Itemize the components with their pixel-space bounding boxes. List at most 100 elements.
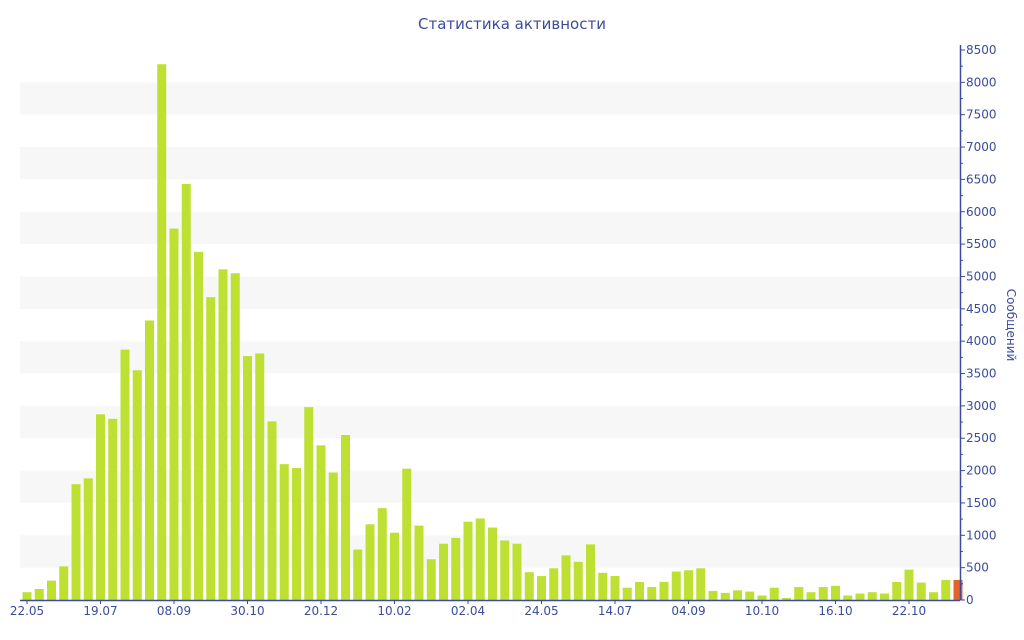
chart-title: Статистика активности [418, 15, 606, 33]
bar [414, 525, 424, 600]
bar [500, 540, 510, 600]
bar [782, 598, 791, 600]
bar [108, 418, 118, 600]
y-tick-label: 1000 [966, 528, 997, 542]
bar [880, 593, 889, 600]
y-tick-label: 7500 [966, 108, 997, 122]
bar [696, 568, 706, 600]
bar [365, 524, 375, 600]
x-tick-label: 20.12 [304, 604, 338, 618]
bar [426, 559, 436, 600]
bar [757, 595, 767, 600]
bar [794, 587, 804, 600]
bar [867, 592, 877, 600]
y-tick-label: 4500 [966, 302, 997, 316]
bar [96, 414, 105, 600]
bar [22, 592, 32, 600]
bar [353, 549, 363, 600]
y-tick-label: 8000 [966, 75, 997, 89]
bar [157, 64, 167, 600]
y-tick-label: 3000 [966, 399, 997, 413]
bar [598, 572, 608, 600]
grid-band [20, 82, 960, 115]
bar [59, 566, 69, 600]
bar [316, 445, 326, 600]
bar [941, 579, 951, 600]
bar [659, 581, 669, 600]
y-tick-label: 3500 [966, 367, 997, 381]
bar [561, 555, 571, 600]
bar [892, 581, 902, 600]
x-tick-label: 02.04 [451, 604, 485, 618]
bar [451, 537, 461, 600]
bar [243, 356, 252, 600]
bar [181, 183, 191, 601]
bar [279, 464, 289, 600]
bar [169, 228, 179, 600]
bar [806, 592, 816, 600]
x-tick-label: 10.10 [745, 604, 779, 618]
y-tick-label: 7000 [966, 140, 997, 154]
bar [916, 582, 926, 600]
x-tick-label: 24.05 [524, 604, 558, 618]
x-tick-label: 14.07 [598, 604, 632, 618]
bar [843, 595, 853, 600]
bar [120, 349, 130, 600]
bar [769, 587, 779, 600]
bar [953, 579, 963, 600]
bar [206, 297, 216, 600]
x-tick-label: 08.09 [157, 604, 191, 618]
bar [635, 581, 644, 600]
bar [255, 353, 265, 600]
y-tick-label: 6500 [966, 172, 997, 186]
bar [647, 587, 657, 600]
bar [475, 518, 485, 600]
bar [402, 468, 412, 600]
bar [745, 591, 755, 600]
bar [549, 568, 559, 600]
bar [622, 587, 632, 600]
bar [218, 269, 228, 600]
bar [194, 251, 203, 600]
bar [610, 576, 620, 600]
y-tick-label: 6000 [966, 205, 997, 219]
bar [855, 593, 865, 600]
x-tick-label: 10.02 [377, 604, 411, 618]
bar [47, 580, 56, 600]
bar [671, 571, 681, 600]
x-tick-label: 22.10 [892, 604, 926, 618]
x-tick-label: 19.07 [83, 604, 117, 618]
bar [145, 320, 154, 600]
bar [818, 587, 828, 600]
y-tick-label: 2000 [966, 464, 997, 478]
x-tick-label: 30.10 [230, 604, 264, 618]
bar [390, 532, 399, 600]
y-tick-label: 2500 [966, 431, 997, 445]
y-tick-label: 8500 [966, 43, 997, 57]
bar [341, 435, 350, 600]
bar [377, 508, 387, 600]
bar [904, 569, 914, 600]
bar [831, 585, 840, 600]
bar [34, 589, 44, 600]
bar [929, 592, 938, 600]
bar [463, 521, 473, 600]
bar [439, 543, 448, 600]
y-tick-label: 1500 [966, 496, 997, 510]
bar [720, 592, 730, 600]
bar [524, 572, 534, 600]
bar [733, 590, 742, 600]
bar [71, 484, 81, 600]
grid-band [20, 147, 960, 180]
bar [586, 544, 595, 600]
bar [292, 468, 301, 600]
x-tick-label: 22.05 [10, 604, 44, 618]
bar [83, 478, 93, 600]
x-tick-label: 16.10 [818, 604, 852, 618]
bar [684, 570, 693, 600]
bar [230, 273, 240, 600]
bar [132, 370, 142, 600]
bar [512, 543, 522, 600]
y-tick-label: 5500 [966, 237, 997, 251]
